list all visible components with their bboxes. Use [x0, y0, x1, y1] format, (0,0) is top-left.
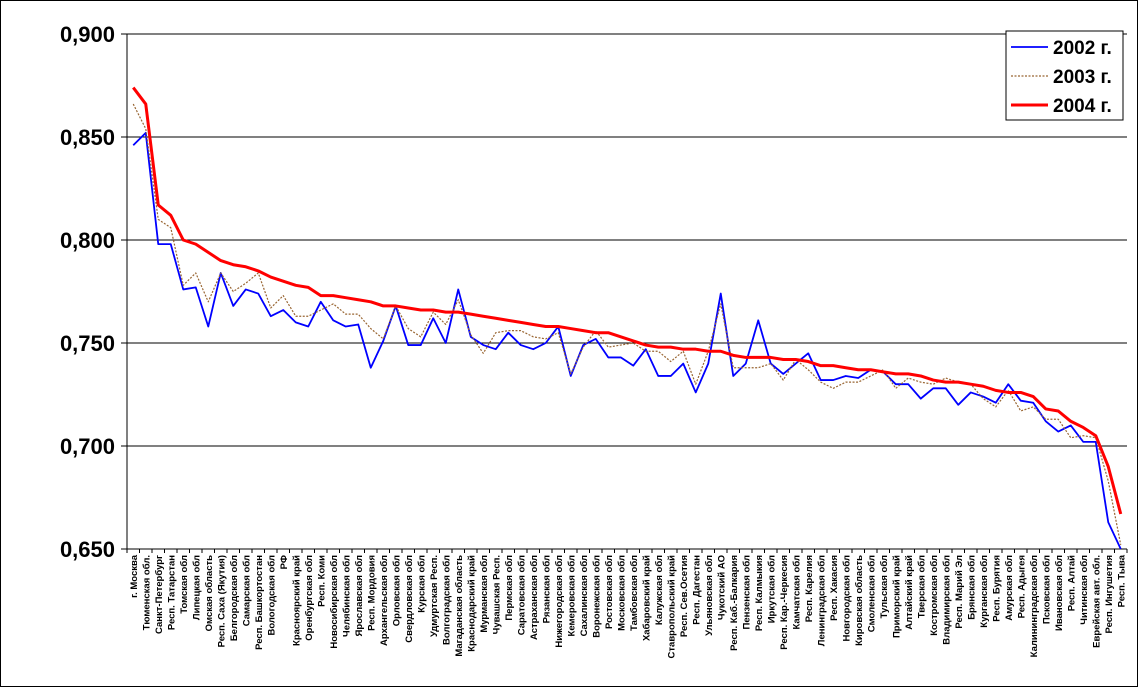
- x-tick-label: Пермская обл: [504, 555, 515, 621]
- x-tick-label: г. Москва: [129, 554, 140, 598]
- legend-label: 2002 г.: [1053, 38, 1112, 59]
- x-tick-label: Чукотский АО: [716, 555, 727, 620]
- gridlines: [127, 33, 1127, 447]
- x-tick-label: Ярославская обл: [354, 555, 365, 637]
- y-tick-labels: 0,650 0,700 0,750 0,800 0,850 0,900: [60, 22, 115, 562]
- x-tick-label: Респ. Каб.-Балкария: [729, 555, 740, 651]
- x-tick-label: Сахалинская обл: [579, 555, 590, 636]
- x-tick-label: Костромская обл: [929, 555, 940, 636]
- x-tick-label: Калужская обл: [654, 555, 665, 625]
- x-tick-label: Амурская обл: [1004, 555, 1015, 621]
- x-tick-label: Респ. Адыгея: [1016, 555, 1027, 618]
- x-tick-label: Чувашская Респ.: [491, 555, 502, 634]
- x-tick-label: Тульская обл: [879, 555, 890, 618]
- x-tick-label: Удмуртская Респ.: [429, 555, 440, 637]
- x-tick-label: Респ. Дагестан: [691, 555, 702, 625]
- x-tick-label: Ростовская обл: [604, 555, 615, 629]
- x-tick-label: Респ. Татарстан: [166, 555, 177, 630]
- x-tick-label: Алтайский край: [904, 555, 915, 630]
- series-line: [132, 103, 1122, 545]
- x-tick-label: Рязанская обл: [541, 555, 552, 623]
- y-tick-label: 0,900: [60, 22, 115, 47]
- x-tick-label: Респ. Саха (Якутия): [216, 555, 227, 647]
- x-tick-label: Иркутская обл: [766, 555, 777, 623]
- x-tick-label: Кемеровская обл: [566, 555, 577, 636]
- x-tick-label: Красноярский край: [291, 555, 302, 646]
- x-tick-label: Хабаровский край: [641, 555, 652, 641]
- y-tick-label: 0,750: [60, 331, 115, 356]
- x-tick-label: Псковская обл: [1041, 555, 1052, 624]
- x-tick-label: Тамбовская обл: [629, 555, 640, 631]
- x-tick-label: Магаданская область: [454, 555, 465, 657]
- x-tick-label: Респ. Сев.Осетия: [679, 555, 690, 637]
- x-tick-label: Нижегородская обл: [554, 555, 565, 648]
- x-tick-label: Тверская обл: [916, 555, 927, 618]
- x-tick-label: Респ. Мордовия: [366, 555, 377, 631]
- x-tick-label: Респ. Коми: [316, 555, 327, 607]
- x-tick-label: Волгоградская обл: [441, 555, 452, 645]
- x-tick-label: РФ: [279, 555, 290, 569]
- x-tick-label: Читинская обл: [1079, 555, 1090, 625]
- x-tick-label: Респ. Бурятия: [991, 555, 1002, 622]
- x-tick-label: Вологодская обл: [266, 555, 277, 636]
- axes: [121, 33, 1128, 553]
- x-tick-label: Владимирская обл: [941, 555, 952, 645]
- x-tick-label: Ленинградская обл: [816, 555, 827, 646]
- x-tick-label: Орловская обл: [391, 555, 402, 626]
- x-tick-label: Респ. Ингушетия: [1104, 555, 1115, 633]
- x-tick-label: Респ. Карелия: [804, 555, 815, 622]
- y-tick-label: 0,650: [60, 537, 115, 562]
- x-tick-label: Ульяновская обл: [704, 555, 715, 636]
- x-tick-label: Свердловская обл: [404, 555, 415, 643]
- x-tick-label: Камчатская обл: [791, 555, 802, 630]
- x-tick-label: Саратовская обл: [516, 555, 527, 635]
- x-tick-label: Оренбургская обл: [304, 555, 315, 641]
- x-tick-label: Санкт-Петербург: [154, 555, 165, 634]
- x-tick-label: Приморский край: [891, 555, 902, 638]
- x-tick-label: Респ. Кар.-Черкесия: [779, 555, 790, 650]
- series-line: [132, 86, 1123, 515]
- x-tick-label: Брянская обл: [966, 555, 977, 620]
- y-tick-label: 0,850: [60, 125, 115, 150]
- x-tick-label: Респ. Марий Эл: [954, 555, 965, 629]
- x-tick-label: Самарская обл: [241, 555, 252, 626]
- x-tick-label: Респ. Алтай: [1066, 555, 1077, 611]
- x-tick-label: Краснодарский край: [466, 555, 477, 652]
- x-tick-label: Воронежская обл: [591, 555, 602, 638]
- x-tick-label: Курская обл: [416, 555, 427, 613]
- legend: 2002 г. 2003 г. 2004 г.: [1005, 30, 1124, 121]
- x-tick-label: Смоленская обл: [866, 555, 877, 632]
- x-tick-label: Омская область: [204, 555, 215, 631]
- x-tick-label: Тюменская обл.: [141, 555, 152, 630]
- x-tick-label: Курганская обл: [979, 555, 990, 628]
- x-tick-label: Еврейская авт. обл.: [1091, 555, 1102, 648]
- y-tick-label: 0,700: [60, 434, 115, 459]
- x-tick-label: Мурманская обл: [479, 555, 490, 633]
- x-tick-labels: г. Москва Тюменская обл. Санкт-Петербург Ре…: [129, 554, 1128, 658]
- series-lines: [132, 86, 1123, 550]
- x-tick-label: Ставропольский край: [666, 555, 677, 659]
- x-tick-label: Респ. Тыва: [1116, 554, 1127, 607]
- legend-label: 2004 г.: [1053, 96, 1112, 117]
- x-tick-label: Челябинская обл: [341, 555, 352, 637]
- x-tick-label: Респ. Хакасия: [829, 555, 840, 621]
- x-tick-label: Белгородская обл: [229, 555, 240, 641]
- x-tick-label: Респ. Калмыкия: [754, 555, 765, 631]
- x-tick-label: Пензенская обл: [741, 555, 752, 629]
- legend-label: 2003 г.: [1053, 67, 1112, 88]
- x-tick-label: Калининградская обл: [1029, 555, 1040, 657]
- x-tick-label: Кировская область: [854, 555, 865, 646]
- x-tick-label: Новосибирская обл: [329, 555, 340, 649]
- x-tick-label: Новгородская обл: [841, 555, 852, 642]
- x-tick-label: Московская обл: [616, 555, 627, 631]
- y-tick-label: 0,800: [60, 228, 115, 253]
- x-tick-label: Ивановская обл: [1054, 555, 1065, 631]
- x-tick-label: Респ. Башкортостан: [254, 555, 265, 650]
- x-tick-label: Липецкая обл: [191, 555, 202, 620]
- x-tick-label: Архангельская обл: [379, 555, 390, 646]
- series-line: [132, 131, 1122, 550]
- x-tick-label: Томская обл: [179, 555, 190, 614]
- x-tick-label: Астраханская обл: [529, 555, 540, 640]
